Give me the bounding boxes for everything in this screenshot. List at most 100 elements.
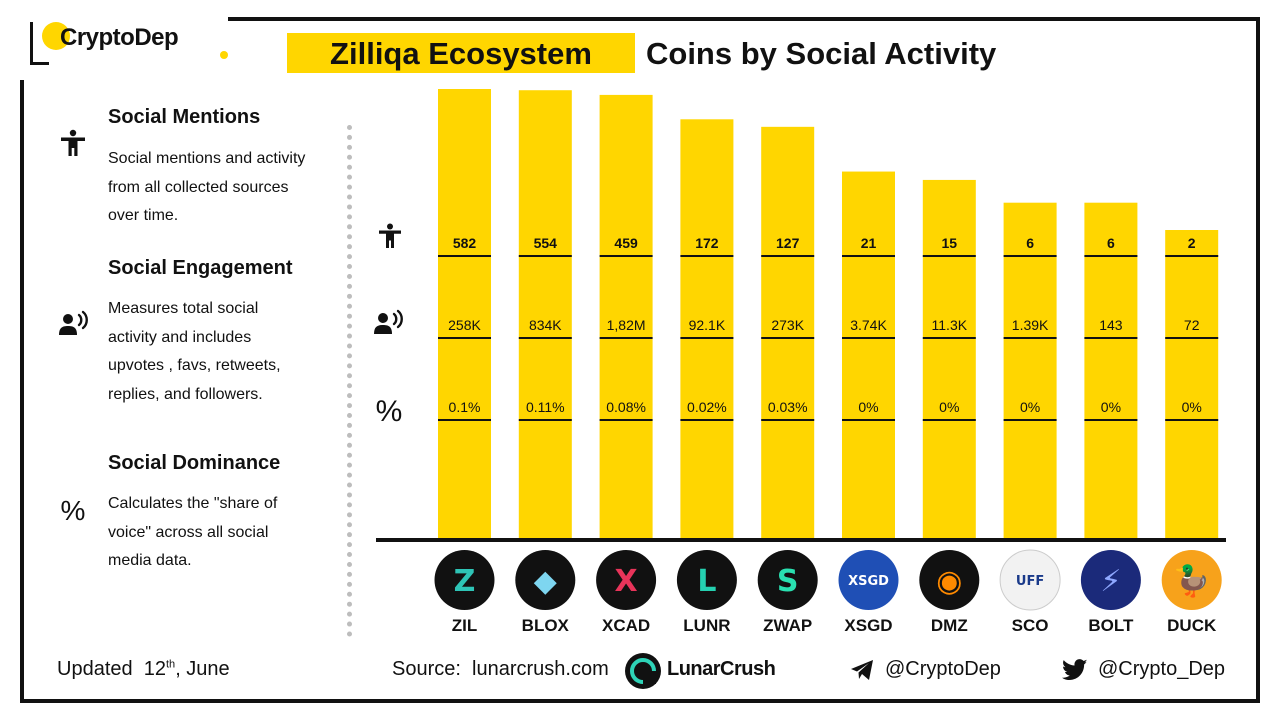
data-label: 0.08% <box>606 399 646 415</box>
bar-duck <box>1165 230 1219 538</box>
data-label: 2 <box>1188 235 1196 251</box>
speaking-person-icon <box>59 310 88 335</box>
data-label: 3.74K <box>850 317 887 333</box>
logo-text: CryptoDep <box>60 24 179 51</box>
twitter-icon <box>1062 659 1088 680</box>
data-label: 0% <box>1020 399 1040 415</box>
coin-logo-glyph: L <box>697 564 716 599</box>
data-label: 273K <box>771 317 804 333</box>
updated-month: , June <box>175 658 230 680</box>
coin-logo-glyph: ⚡ <box>1100 564 1121 599</box>
legend-line: from all collected sources <box>108 178 289 196</box>
coin-logo-glyph: X <box>615 564 638 599</box>
data-label: 172 <box>695 235 719 251</box>
bar-dmz <box>922 179 976 539</box>
legend-line: activity and includes <box>108 328 252 346</box>
source-text: Source: lunarcrush.com <box>392 658 609 680</box>
frame-border-bottom <box>20 699 1260 703</box>
data-label: 6 <box>1026 235 1034 251</box>
coin-logo-lunr <box>676 550 737 610</box>
data-label: 0.03% <box>768 399 808 415</box>
tick-label: XSGD <box>844 616 892 635</box>
legend-line: Measures total social <box>108 300 259 317</box>
tick-label: BOLT <box>1088 616 1134 635</box>
legend-line: upvotes , favs, retweets, <box>108 357 281 374</box>
tick-label: DMZ <box>931 616 968 635</box>
dotted-divider <box>347 125 352 637</box>
coin-logo-glyph: ◆ <box>534 564 557 599</box>
coin-logo-glyph: ◉ <box>936 564 962 599</box>
tick-label: ZWAP <box>763 616 812 635</box>
legend-line: replies, and followers. <box>108 385 263 403</box>
frame-border-top <box>228 17 1260 21</box>
frame-border-left <box>20 80 24 703</box>
tick-label: DUCK <box>1167 616 1217 635</box>
logo-bracket <box>30 22 49 65</box>
telegram-icon <box>851 660 873 680</box>
coin-logo-duck <box>1161 550 1222 610</box>
tick-label: XCAD <box>602 616 650 635</box>
data-label: 0% <box>1101 399 1121 415</box>
tick-label: ZIL <box>452 616 478 635</box>
legend-heading-engagement: Social Engagement <box>108 257 293 279</box>
data-label: 127 <box>776 235 800 251</box>
lunarcrush-logo-icon <box>625 653 661 689</box>
data-label: 0% <box>1182 399 1202 415</box>
data-label: 15 <box>942 235 958 251</box>
legend-heading-dominance: Social Dominance <box>108 452 281 474</box>
bar-zwap <box>761 126 815 538</box>
tick-label: LUNR <box>683 616 730 635</box>
tick-label: SCO <box>1012 616 1049 635</box>
percent-icon: % <box>61 495 86 525</box>
row-icon-dominance: % <box>376 395 403 428</box>
bar-zil <box>438 89 491 538</box>
title-highlight: Zilliqa Ecosystem <box>330 36 592 71</box>
row-icon-mentions <box>379 223 401 248</box>
row-icon-engagement <box>374 309 403 334</box>
lunarcrush-brand: LunarCrush <box>667 658 776 680</box>
coin-logo-sco <box>999 549 1061 611</box>
data-label: 0.11% <box>526 399 565 415</box>
legend-line: voice" across all social <box>108 523 269 541</box>
coin-logo-xcad <box>596 550 657 610</box>
legend-line: Calculates the "share of <box>108 495 278 512</box>
telegram-handle: @CryptoDep <box>885 658 1001 680</box>
coin-logo-glyph: Z <box>454 564 476 599</box>
page-title: Coins by Social Activity <box>646 36 997 71</box>
coin-logo-glyph: XSGD <box>848 574 889 589</box>
legend-line: Social mentions and activity <box>108 150 306 167</box>
coin-logo-glyph: 🦆 <box>1173 563 1210 599</box>
data-label: 258K <box>448 317 481 333</box>
legend-desc-dominance: Calculates the "share of voice" across a… <box>108 490 333 576</box>
data-label: 21 <box>861 235 877 251</box>
updated-date: Updated 12th, June <box>57 658 230 681</box>
updated-day: 12 <box>143 658 166 680</box>
coin-logo-bolt <box>1080 550 1141 610</box>
data-label: 11.3K <box>932 317 968 333</box>
bar-xsgd <box>842 171 895 538</box>
updated-suffix: th <box>166 658 176 671</box>
tick-label: BLOX <box>522 616 570 635</box>
twitter-handle: @Crypto_Dep <box>1098 658 1226 680</box>
legend-heading-mentions: Social Mentions <box>108 106 261 128</box>
bar-lunr <box>680 119 734 538</box>
bar-xcad <box>599 94 653 539</box>
data-label: 92.1K <box>689 317 726 333</box>
bar-bolt <box>1084 202 1138 538</box>
data-label: 0.1% <box>449 399 481 415</box>
data-label: 0% <box>858 399 878 415</box>
legend-line: media data. <box>108 552 192 569</box>
svg-text:%: % <box>61 495 86 525</box>
legend-line: over time. <box>108 207 179 224</box>
data-label: 834K <box>529 317 562 333</box>
data-label: 0.02% <box>687 399 727 415</box>
coin-logo-dmz <box>919 550 980 610</box>
coin-logo-glyph: UFF <box>1016 574 1044 589</box>
logo-dot <box>220 51 228 59</box>
person-icon <box>61 129 85 156</box>
legend-desc-mentions: Social mentions and activity from all co… <box>108 145 333 231</box>
data-label: 143 <box>1099 317 1123 333</box>
coin-logo-glyph: S <box>777 564 799 599</box>
coin-logo-xsgd <box>838 550 899 610</box>
